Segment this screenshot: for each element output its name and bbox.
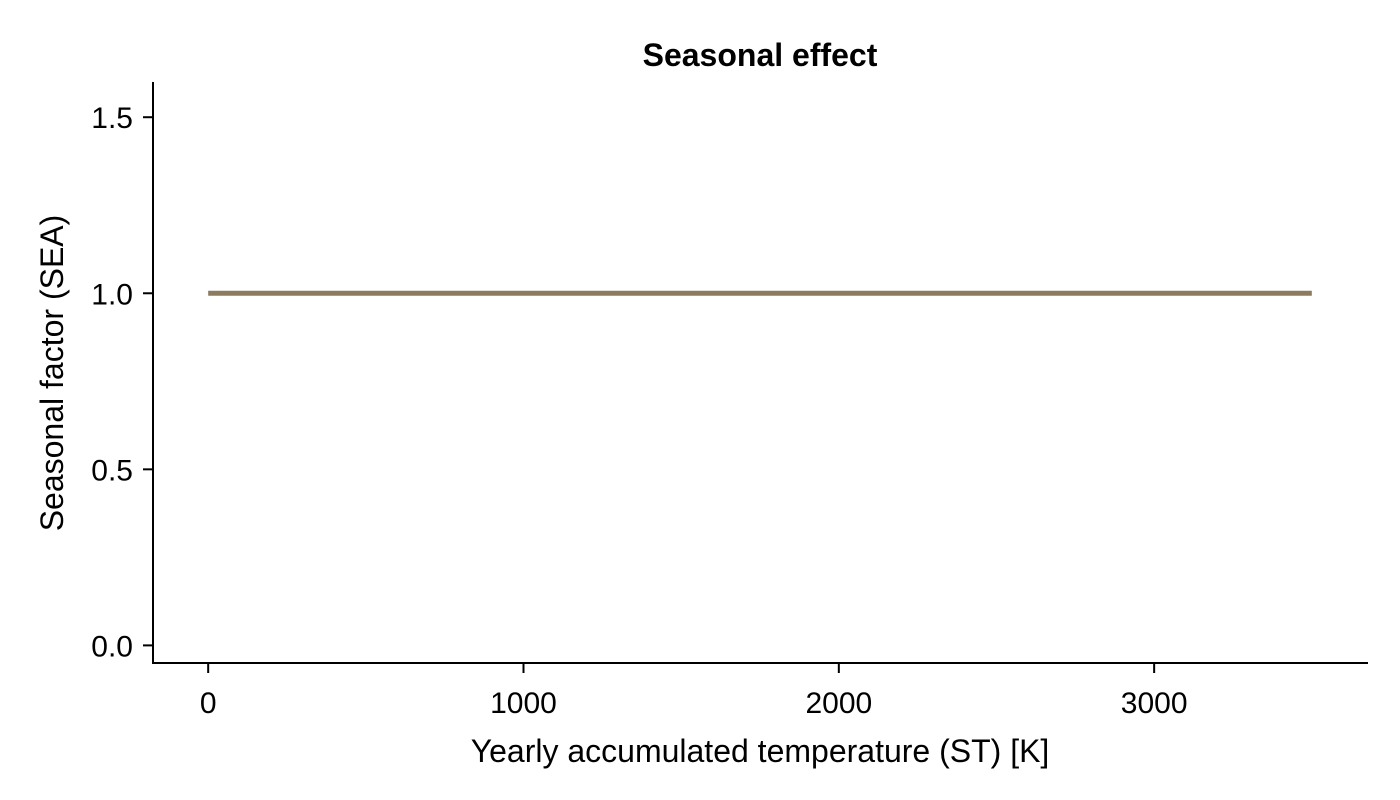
x-tick-label: 2000 — [805, 687, 872, 720]
x-tick-label: 1000 — [490, 687, 557, 720]
x-tick-label: 3000 — [1121, 687, 1188, 720]
x-tick-label: 0 — [200, 687, 217, 720]
x-ticks: 0 1000 2000 3000 — [200, 663, 1188, 720]
x-axis-label: Yearly accumulated temperature (ST) [K] — [471, 733, 1050, 769]
y-axis-label: Seasonal factor (SEA) — [34, 215, 70, 532]
y-tick-label: 1.0 — [91, 278, 133, 311]
y-ticks: 0.0 0.5 1.0 1.5 — [91, 102, 153, 663]
y-tick-label: 0.5 — [91, 454, 133, 487]
y-tick-label: 1.5 — [91, 102, 133, 135]
axes — [152, 82, 1368, 664]
chart-title: Seasonal effect — [643, 37, 878, 73]
y-tick-label: 0.0 — [91, 630, 133, 663]
